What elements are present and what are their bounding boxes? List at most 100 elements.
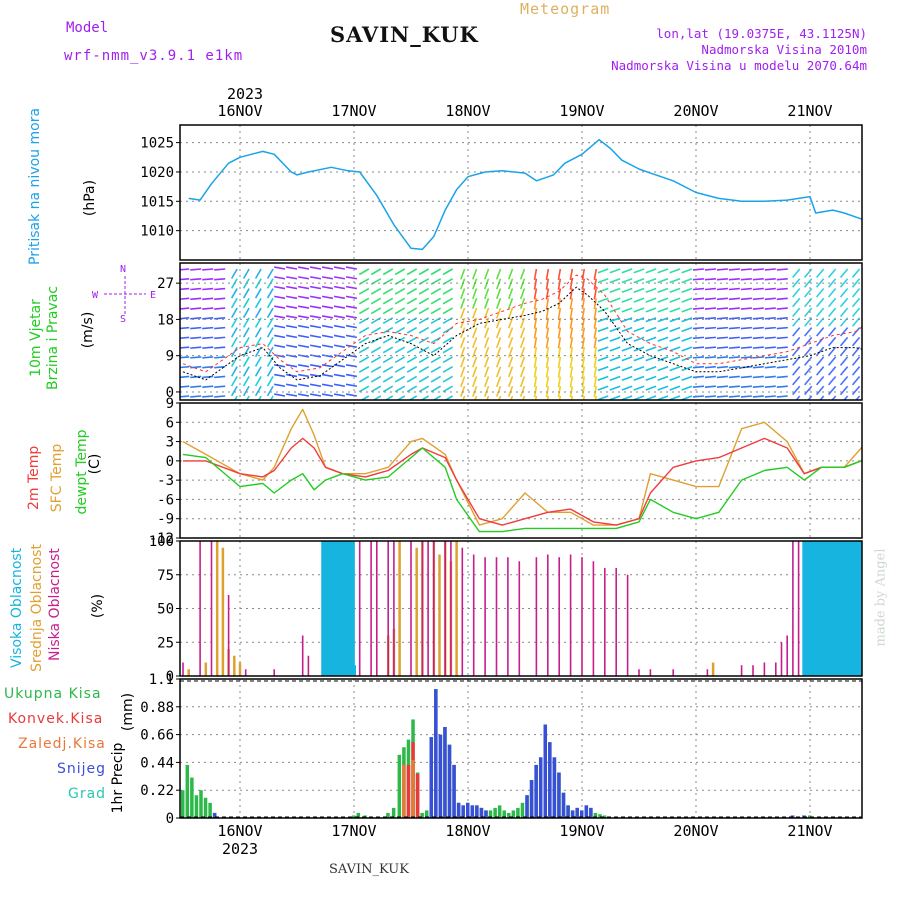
wind-arrow xyxy=(166,298,177,299)
wind-arrow xyxy=(570,395,574,400)
x-tick-label-top: 20NOV xyxy=(673,102,718,120)
wind-arrow xyxy=(274,295,286,300)
wind-arrow xyxy=(230,327,238,338)
wind-arrow xyxy=(321,266,334,270)
wind-arrow xyxy=(214,277,226,281)
precip-bar xyxy=(493,807,497,818)
wind-arrow xyxy=(274,305,286,309)
cloud-bar xyxy=(604,568,606,676)
cloud-bar xyxy=(221,547,225,676)
wind-arrow xyxy=(557,356,562,368)
altitude-info: Nadmorska Visina 2010m xyxy=(701,42,867,57)
svg-text:W: W xyxy=(92,290,99,301)
panel-pressure: 1010 1015 1020 1025 xyxy=(140,124,863,261)
cloud-bar xyxy=(752,665,754,676)
wind-arrow xyxy=(597,297,609,303)
wind-arrow xyxy=(202,287,214,291)
wind-arrow xyxy=(657,365,669,372)
wind-arrow xyxy=(792,278,801,288)
y-tick-label: -3 xyxy=(157,473,174,489)
wind-arrow xyxy=(764,346,776,349)
panel-temperature: -12 -9 -6 -3 0 3 6 9 xyxy=(149,396,863,547)
wind-arrow xyxy=(358,365,370,373)
wind-arrow xyxy=(740,277,752,281)
wind-arrow xyxy=(545,307,550,320)
wind-arrow xyxy=(533,307,538,320)
x-tick-label-top: 21NOV xyxy=(787,102,832,120)
wind-arrow xyxy=(669,317,681,323)
wind-arrow xyxy=(815,385,825,396)
wind-arrow xyxy=(804,268,813,278)
x-tick-label-top: 16NOV xyxy=(217,102,262,120)
footer-station: SAVIN_KUK xyxy=(329,862,409,877)
wind-arrow xyxy=(545,347,550,359)
wind-arrow xyxy=(345,334,357,339)
wind-arrow xyxy=(245,395,250,400)
wind-arrow xyxy=(851,385,861,396)
wind-arrow xyxy=(460,288,466,300)
wind-arrow xyxy=(472,268,478,280)
wind-arrow xyxy=(190,365,202,369)
wind-arrow xyxy=(609,268,621,274)
cloud-bar xyxy=(827,541,832,676)
wind-arrow xyxy=(406,385,418,393)
wind-arrow xyxy=(764,277,776,281)
wind-arrow xyxy=(839,297,849,308)
y-tick-label: 18 xyxy=(157,312,174,328)
wind-arrow xyxy=(394,365,406,373)
wind-arrow xyxy=(345,315,357,319)
wind-arrow xyxy=(692,346,705,349)
wind-arrow xyxy=(358,307,370,315)
x-tick-label-bottom: 18NOV xyxy=(445,822,490,840)
wind-arrow xyxy=(645,395,657,400)
wind-arrow xyxy=(266,268,274,279)
wind-arrow xyxy=(609,278,621,284)
wind-arrow xyxy=(864,298,871,306)
meteogram-label: Meteogram xyxy=(520,0,611,18)
precip-bar xyxy=(391,807,396,818)
cloud-bar xyxy=(376,541,378,676)
cloud-bar xyxy=(859,541,862,676)
svg-text:N: N xyxy=(120,264,126,275)
wind-arrow xyxy=(460,268,466,280)
wind-arrow xyxy=(776,268,788,271)
precip-bar xyxy=(438,734,443,818)
wind-arrow xyxy=(274,266,286,270)
wind-arrow xyxy=(495,385,502,397)
wind-arrow xyxy=(839,346,849,357)
wind-arrow xyxy=(621,278,633,284)
wind-arrow xyxy=(569,278,574,290)
wind-arrow xyxy=(358,336,370,344)
cloud-bar xyxy=(740,665,743,676)
wind-arrow xyxy=(254,288,262,299)
precip-bar xyxy=(203,797,208,818)
wind-arrow xyxy=(382,356,394,364)
cloud-bar xyxy=(809,541,814,676)
wind-arrow xyxy=(533,327,538,339)
wind-arrow xyxy=(460,307,466,319)
wind-arrow xyxy=(792,336,801,347)
wind-arrow xyxy=(345,324,357,329)
wind-arrow xyxy=(692,317,705,320)
wind-arrow xyxy=(792,366,801,376)
wind-arrow xyxy=(233,395,238,400)
wind-arrow xyxy=(752,326,764,330)
wind-arrow xyxy=(214,365,226,369)
wind-arrow xyxy=(394,385,406,393)
wind-arrow xyxy=(545,317,550,329)
wind-arrow xyxy=(495,298,502,309)
cloud-bar xyxy=(328,541,333,676)
wind-arrow xyxy=(792,385,801,396)
cloud-bar xyxy=(775,662,777,676)
wind-arrow xyxy=(274,363,286,368)
precip-bar xyxy=(475,805,479,818)
wind-arrow xyxy=(321,315,334,319)
wind-arrow xyxy=(704,385,717,388)
cloud-bar xyxy=(649,669,652,676)
wind-arrow xyxy=(406,326,418,334)
wind-arrow xyxy=(202,307,214,310)
cloud-bar xyxy=(187,669,190,676)
cloud-bar xyxy=(427,541,429,676)
wind-arrow xyxy=(257,395,262,400)
wind-arrow xyxy=(692,395,705,398)
